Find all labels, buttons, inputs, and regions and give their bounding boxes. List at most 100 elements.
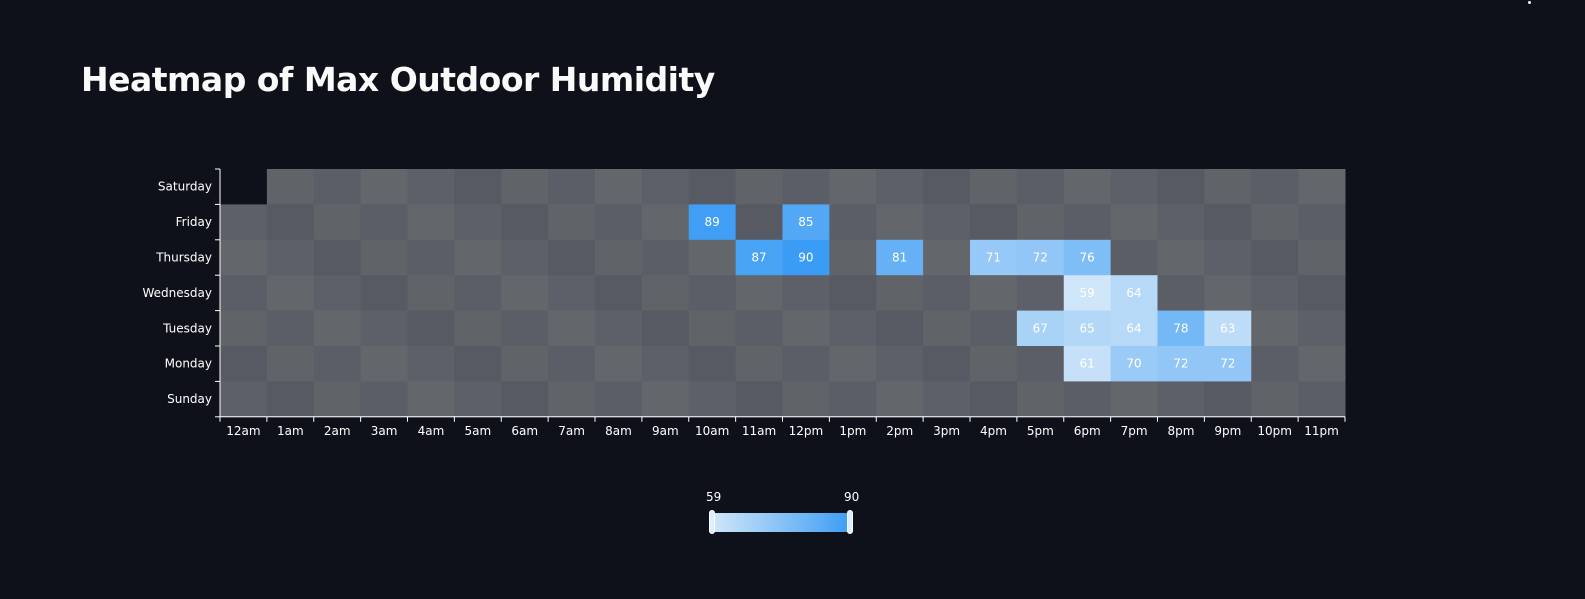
heatmap-empty-cell[interactable] <box>313 239 362 276</box>
heatmap-empty-cell[interactable] <box>501 381 549 418</box>
heatmap-empty-cell[interactable] <box>360 275 409 312</box>
heatmap-empty-cell[interactable] <box>266 310 315 347</box>
heatmap-cell-monday-8pm[interactable] <box>1157 346 1205 382</box>
heatmap-empty-cell[interactable] <box>454 381 502 418</box>
heatmap-empty-cell[interactable] <box>1298 275 1346 312</box>
heatmap-empty-cell[interactable] <box>1110 204 1159 241</box>
heatmap-cell-tuesday-5pm[interactable] <box>1016 310 1065 347</box>
heatmap-empty-cell[interactable] <box>548 239 596 276</box>
heatmap-empty-cell[interactable] <box>220 239 268 276</box>
heatmap-empty-cell[interactable] <box>266 239 315 276</box>
heatmap-empty-cell[interactable] <box>266 275 315 312</box>
heatmap-empty-cell[interactable] <box>360 169 409 205</box>
heatmap-empty-cell[interactable] <box>595 239 643 276</box>
heatmap-empty-cell[interactable] <box>876 204 924 241</box>
heatmap-empty-cell[interactable] <box>360 346 409 382</box>
heatmap-empty-cell[interactable] <box>829 346 877 382</box>
heatmap-empty-cell[interactable] <box>1251 204 1299 241</box>
heatmap-empty-cell[interactable] <box>829 239 877 276</box>
heatmap-cell-monday-7pm[interactable] <box>1110 346 1159 382</box>
heatmap-empty-cell[interactable] <box>548 310 596 347</box>
heatmap-empty-cell[interactable] <box>782 310 830 347</box>
heatmap-cell-tuesday-6pm[interactable] <box>1063 310 1112 347</box>
heatmap-empty-cell[interactable] <box>1204 381 1252 418</box>
heatmap-empty-cell[interactable] <box>501 204 549 241</box>
heatmap-cell-thursday-6pm[interactable] <box>1063 239 1112 276</box>
heatmap-empty-cell[interactable] <box>923 346 971 382</box>
heatmap-empty-cell[interactable] <box>501 346 549 382</box>
heatmap-empty-cell[interactable] <box>220 381 268 418</box>
heatmap-empty-cell[interactable] <box>360 239 409 276</box>
heatmap-empty-cell[interactable] <box>548 381 596 418</box>
heatmap-empty-cell[interactable] <box>266 381 315 418</box>
heatmap-cell-tuesday-9pm[interactable] <box>1204 310 1252 347</box>
heatmap-empty-cell[interactable] <box>876 310 924 347</box>
heatmap-empty-cell[interactable] <box>641 275 690 312</box>
heatmap-empty-cell[interactable] <box>595 381 643 418</box>
heatmap-empty-cell[interactable] <box>1016 275 1065 312</box>
heatmap-empty-cell[interactable] <box>829 381 877 418</box>
heatmap-empty-cell[interactable] <box>1157 169 1205 205</box>
heatmap-empty-cell[interactable] <box>454 310 502 347</box>
heatmap-empty-cell[interactable] <box>735 346 784 382</box>
heatmap-empty-cell[interactable] <box>1298 169 1346 205</box>
heatmap-empty-cell[interactable] <box>220 275 268 312</box>
heatmap-empty-cell[interactable] <box>1016 169 1065 205</box>
heatmap-empty-cell[interactable] <box>829 204 877 241</box>
heatmap-empty-cell[interactable] <box>407 381 455 418</box>
heatmap-empty-cell[interactable] <box>1063 204 1112 241</box>
heatmap-cell-friday-12pm[interactable] <box>782 204 830 241</box>
heatmap-empty-cell[interactable] <box>923 204 971 241</box>
visual-map-min-handle[interactable] <box>709 510 715 534</box>
heatmap-empty-cell[interactable] <box>1110 381 1159 418</box>
heatmap-empty-cell[interactable] <box>688 381 737 418</box>
heatmap-empty-cell[interactable] <box>1251 310 1299 347</box>
heatmap-empty-cell[interactable] <box>735 169 784 205</box>
heatmap-empty-cell[interactable] <box>735 204 784 241</box>
heatmap-empty-cell[interactable] <box>313 275 362 312</box>
heatmap-cell-wednesday-6pm[interactable] <box>1063 275 1112 312</box>
heatmap-cell-tuesday-8pm[interactable] <box>1157 310 1205 347</box>
heatmap-empty-cell[interactable] <box>782 169 830 205</box>
heatmap-empty-cell[interactable] <box>360 204 409 241</box>
heatmap-empty-cell[interactable] <box>1204 204 1252 241</box>
heatmap-empty-cell[interactable] <box>1251 239 1299 276</box>
heatmap-empty-cell[interactable] <box>641 204 690 241</box>
heatmap-empty-cell[interactable] <box>313 169 362 205</box>
heatmap-empty-cell[interactable] <box>1298 204 1346 241</box>
heatmap-empty-cell[interactable] <box>1016 381 1065 418</box>
heatmap-empty-cell[interactable] <box>782 275 830 312</box>
heatmap-empty-cell[interactable] <box>970 204 1018 241</box>
heatmap-empty-cell[interactable] <box>407 346 455 382</box>
heatmap-empty-cell[interactable] <box>313 346 362 382</box>
heatmap-empty-cell[interactable] <box>1298 381 1346 418</box>
heatmap-cell-friday-10am[interactable] <box>688 204 737 241</box>
heatmap-empty-cell[interactable] <box>1110 239 1159 276</box>
heatmap-empty-cell[interactable] <box>1251 275 1299 312</box>
heatmap-empty-cell[interactable] <box>501 239 549 276</box>
heatmap-empty-cell[interactable] <box>1016 346 1065 382</box>
heatmap-empty-cell[interactable] <box>688 310 737 347</box>
heatmap-empty-cell[interactable] <box>876 275 924 312</box>
heatmap-empty-cell[interactable] <box>923 169 971 205</box>
heatmap-empty-cell[interactable] <box>1157 239 1205 276</box>
heatmap-cell-wednesday-7pm[interactable] <box>1110 275 1159 312</box>
heatmap-empty-cell[interactable] <box>360 310 409 347</box>
heatmap-cell-monday-9pm[interactable] <box>1204 346 1252 382</box>
heatmap-empty-cell[interactable] <box>220 204 268 241</box>
heatmap-empty-cell[interactable] <box>595 169 643 205</box>
heatmap-empty-cell[interactable] <box>688 239 737 276</box>
heatmap-cell-thursday-12pm[interactable] <box>782 239 830 276</box>
heatmap-cell-thursday-11am[interactable] <box>735 239 784 276</box>
heatmap-empty-cell[interactable] <box>407 204 455 241</box>
heatmap-empty-cell[interactable] <box>407 310 455 347</box>
heatmap-empty-cell[interactable] <box>595 346 643 382</box>
heatmap-empty-cell[interactable] <box>595 204 643 241</box>
heatmap-empty-cell[interactable] <box>641 381 690 418</box>
heatmap-empty-cell[interactable] <box>688 275 737 312</box>
heatmap-cell-thursday-2pm[interactable] <box>876 239 924 276</box>
heatmap-empty-cell[interactable] <box>1016 204 1065 241</box>
heatmap-empty-cell[interactable] <box>782 346 830 382</box>
heatmap-empty-cell[interactable] <box>923 381 971 418</box>
heatmap-empty-cell[interactable] <box>1251 381 1299 418</box>
